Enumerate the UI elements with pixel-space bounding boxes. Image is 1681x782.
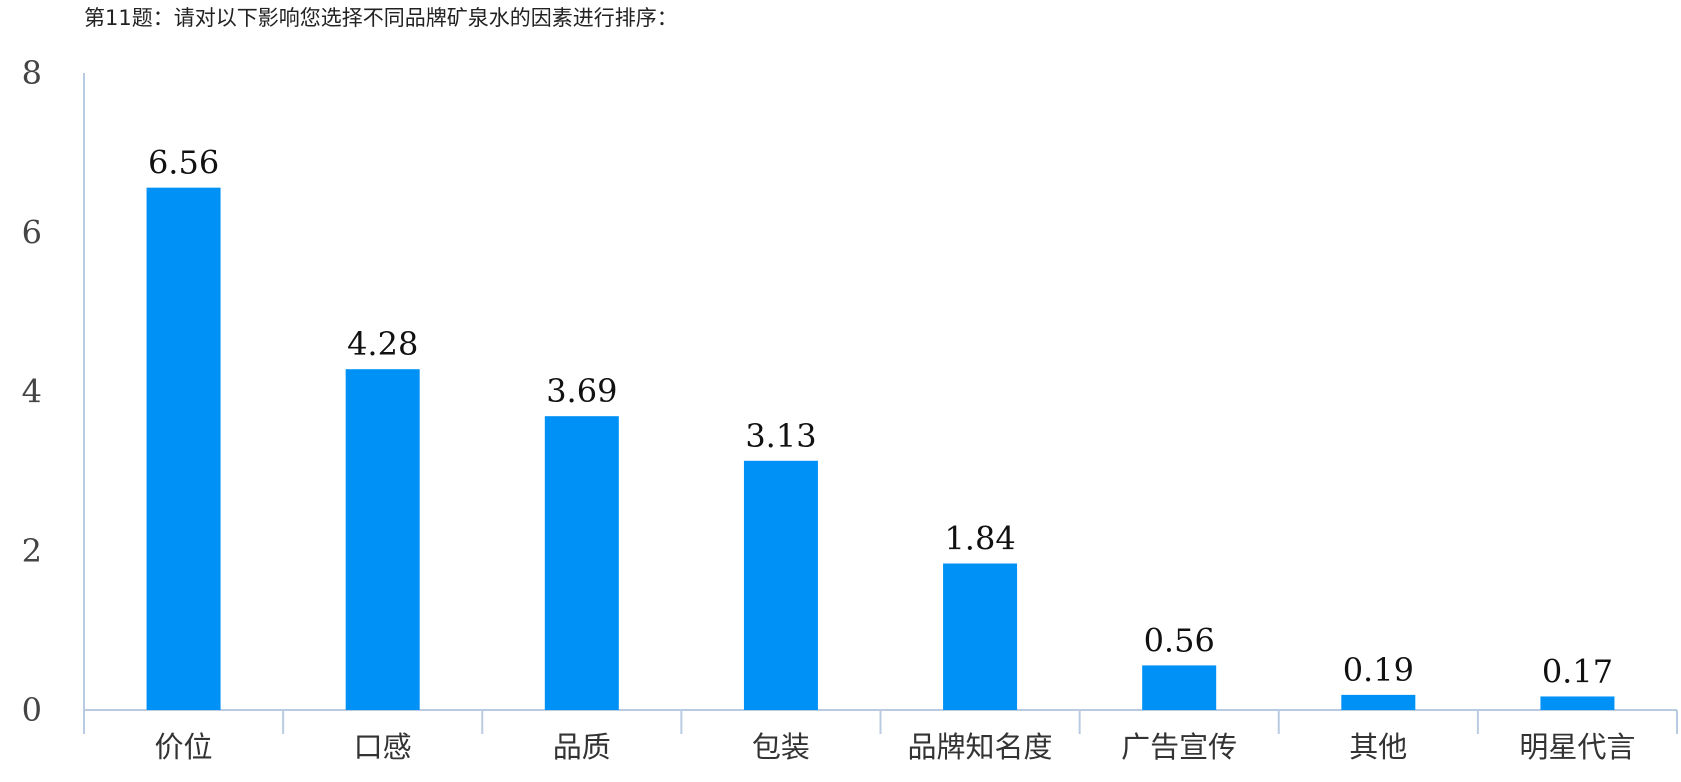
category-label: 口感 — [354, 730, 412, 764]
category-label: 明星代言 — [1519, 730, 1635, 764]
bar — [1142, 665, 1217, 710]
category-label: 广告宣传 — [1121, 730, 1237, 764]
category-label: 品质 — [553, 730, 611, 764]
data-label: 1.84 — [944, 519, 1015, 557]
category-labels: 价位 口感 品质 包装 品牌知名度 广告宣传 其他 明星代言 — [155, 730, 1636, 764]
data-label: 3.13 — [745, 417, 816, 455]
data-label: 0.17 — [1542, 652, 1613, 690]
data-labels: 6.56 4.28 3.69 3.13 1.84 0.56 0.19 0.17 — [148, 144, 1613, 691]
category-label: 包装 — [752, 730, 810, 764]
bar — [345, 369, 420, 710]
data-label: 6.56 — [148, 144, 219, 182]
data-label: 4.28 — [347, 325, 418, 363]
category-label: 其他 — [1349, 730, 1407, 764]
y-tick-label: 8 — [22, 54, 42, 92]
bar — [146, 187, 221, 710]
category-label: 品牌知名度 — [908, 730, 1053, 764]
bar — [1341, 694, 1416, 710]
category-label: 价位 — [155, 730, 213, 764]
data-label: 0.19 — [1343, 651, 1414, 689]
bar — [544, 416, 619, 710]
bar — [743, 460, 818, 710]
question-title: 第11题：请对以下影响您选择不同品牌矿泉水的因素进行排序： — [84, 6, 678, 30]
bar — [943, 563, 1018, 710]
y-tick-label: 6 — [22, 213, 42, 251]
y-tick-label: 0 — [22, 691, 42, 729]
y-axis: 0 2 4 6 8 — [22, 54, 85, 734]
data-label: 0.56 — [1144, 621, 1215, 659]
y-tick-label: 2 — [22, 532, 42, 570]
bars — [146, 187, 1615, 710]
y-tick-label: 4 — [22, 373, 42, 411]
bar — [1540, 696, 1615, 710]
x-axis — [84, 709, 1678, 734]
data-label: 3.69 — [546, 372, 617, 410]
